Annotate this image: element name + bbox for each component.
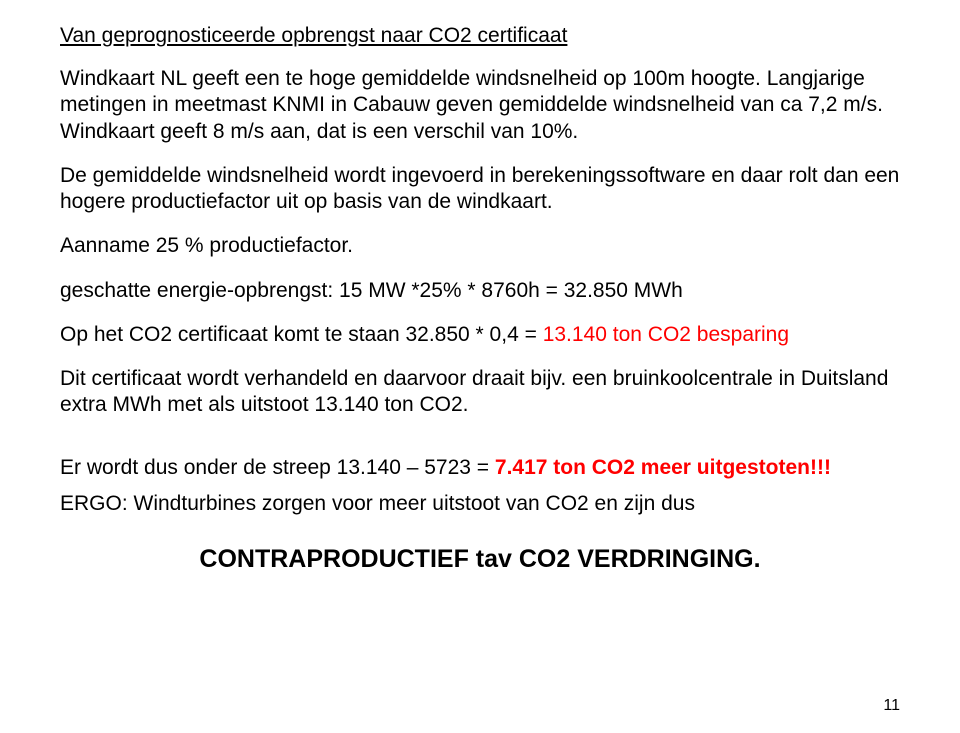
spacer: [60, 437, 900, 455]
p7-text: Er wordt dus onder de streep 13.140 – 57…: [60, 456, 495, 479]
paragraph-7: Er wordt dus onder de streep 13.140 – 57…: [60, 455, 900, 481]
paragraph-1: Windkaart NL geeft een te hoge gemiddeld…: [60, 66, 900, 145]
conclusion-line: CONTRAPRODUCTIEF tav CO2 VERDRINGING.: [60, 545, 900, 574]
paragraph-2: De gemiddelde windsnelheid wordt ingevoe…: [60, 163, 900, 216]
page-container: Van geprognosticeerde opbrengst naar CO2…: [0, 0, 960, 733]
p5-highlight: 13.140 ton CO2 besparing: [543, 323, 789, 346]
page-number: 11: [883, 697, 900, 715]
paragraph-8: ERGO: Windturbines zorgen voor meer uits…: [60, 491, 900, 517]
paragraph-6: Dit certificaat wordt verhandeld en daar…: [60, 366, 900, 419]
p5-text: Op het CO2 certificaat komt te staan 32.…: [60, 323, 543, 346]
paragraph-5: Op het CO2 certificaat komt te staan 32.…: [60, 322, 900, 348]
heading-title: Van geprognosticeerde opbrengst naar CO2…: [60, 24, 900, 48]
paragraph-3: Aanname 25 % productiefactor.: [60, 233, 900, 259]
p7-highlight: 7.417 ton CO2 meer uitgestoten!!!: [495, 456, 831, 479]
paragraph-4: geschatte energie-opbrengst: 15 MW *25% …: [60, 278, 900, 304]
